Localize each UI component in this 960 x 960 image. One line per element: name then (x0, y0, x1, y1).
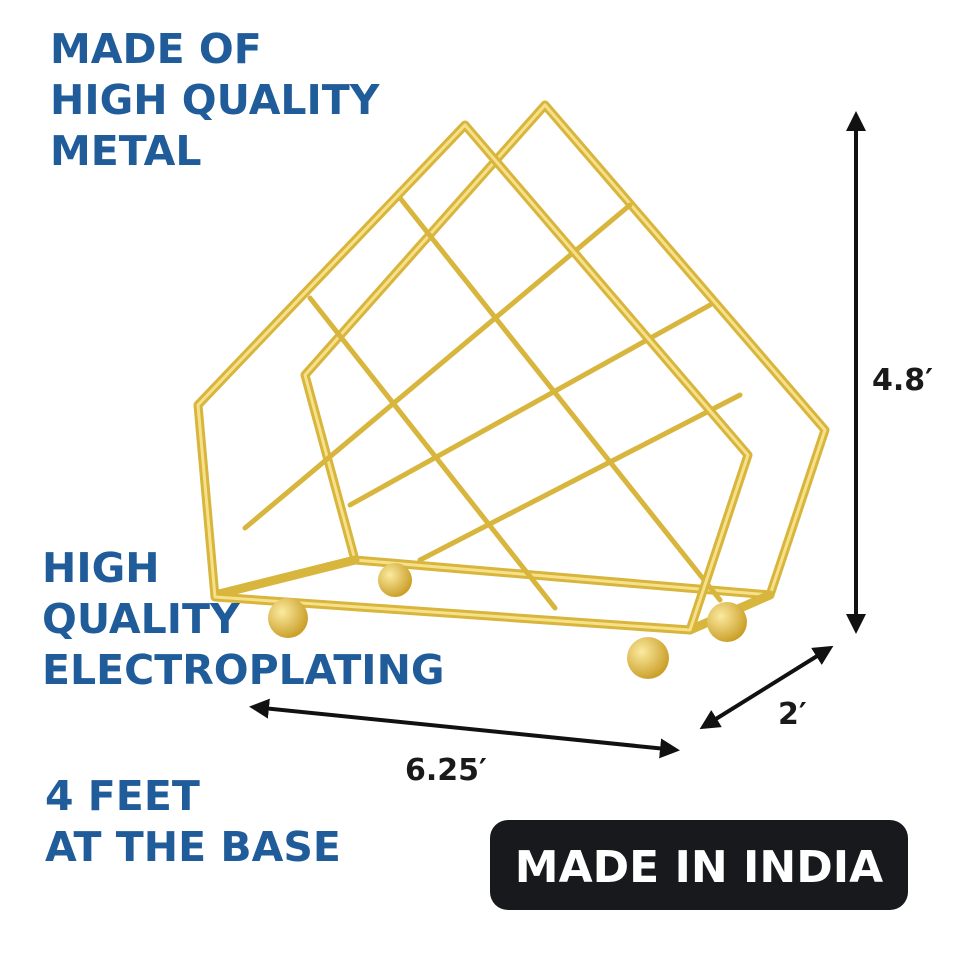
front-frame (193, 120, 753, 635)
badge-background (490, 820, 908, 910)
feature-line: AT THE BASE (45, 823, 341, 871)
feature-line: HIGH QUALITY (50, 76, 381, 124)
grid-wires (242, 195, 743, 611)
feature-line: METAL (50, 127, 201, 175)
feature-line: HIGH (42, 544, 160, 592)
foot (707, 602, 747, 642)
width-label: 6.25′ (405, 753, 487, 788)
depth-label: 2′ (778, 697, 807, 732)
feature-line: 4 FEET (45, 772, 200, 820)
back-frame (300, 100, 830, 600)
badge-text: MADE IN INDIA (515, 842, 883, 893)
foot (627, 637, 669, 679)
feature-line: QUALITY (42, 595, 241, 643)
height-label: 4.8′ (872, 363, 933, 398)
feature-line: MADE OF (50, 25, 262, 73)
width-arrow (249, 698, 680, 759)
feature-line: ELECTROPLATING (42, 646, 445, 694)
napkin-holder (193, 100, 830, 679)
depth-arrow (699, 645, 834, 730)
foot (268, 598, 308, 638)
foot (378, 563, 412, 597)
